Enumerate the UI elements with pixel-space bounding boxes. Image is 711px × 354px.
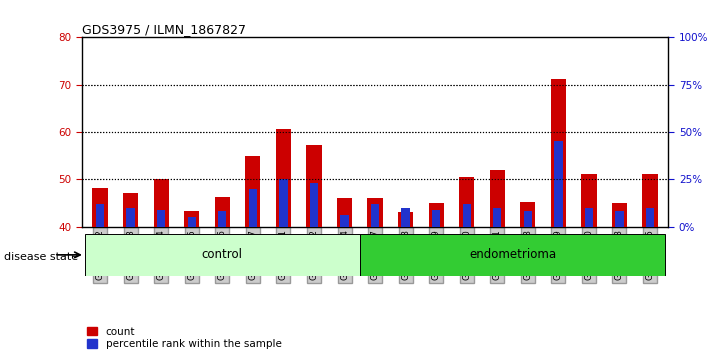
Bar (584, 207, 593, 227)
Bar (368, 198, 383, 227)
Bar (337, 198, 352, 227)
Bar (127, 207, 135, 227)
Bar (184, 211, 199, 227)
Bar (157, 210, 166, 227)
Text: disease state: disease state (4, 252, 77, 262)
Bar (188, 217, 196, 227)
Bar (459, 177, 474, 227)
Bar (96, 204, 105, 227)
Bar (642, 175, 658, 227)
Bar (92, 188, 108, 227)
Bar (215, 197, 230, 227)
Bar (245, 156, 260, 227)
Bar (615, 211, 624, 227)
Bar (612, 203, 627, 227)
Bar (432, 210, 440, 227)
Bar (429, 203, 444, 227)
Bar (554, 141, 562, 227)
Text: GDS3975 / ILMN_1867827: GDS3975 / ILMN_1867827 (82, 23, 246, 36)
Bar (154, 179, 169, 227)
Bar (520, 202, 535, 227)
Bar (276, 130, 291, 227)
Bar (341, 215, 348, 227)
Bar (462, 204, 471, 227)
Bar (306, 145, 321, 227)
Legend: count, percentile rank within the sample: count, percentile rank within the sample (87, 327, 282, 349)
Bar (582, 175, 597, 227)
Bar (398, 212, 413, 227)
Bar (123, 193, 138, 227)
Bar (646, 207, 654, 227)
Bar (493, 207, 501, 227)
Bar (490, 170, 505, 227)
Text: control: control (202, 249, 242, 261)
Bar (402, 207, 410, 227)
Bar (360, 234, 665, 276)
Bar (551, 79, 566, 227)
Bar (279, 179, 288, 227)
Bar (218, 211, 227, 227)
Text: endometrioma: endometrioma (469, 249, 556, 261)
Bar (85, 234, 360, 276)
Bar (249, 189, 257, 227)
Bar (523, 211, 532, 227)
Bar (371, 204, 379, 227)
Bar (310, 183, 318, 227)
